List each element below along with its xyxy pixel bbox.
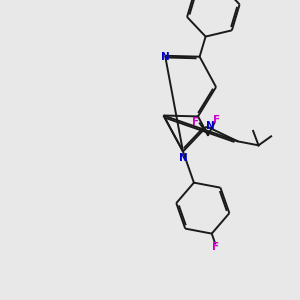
Text: N: N <box>206 122 215 131</box>
Text: N: N <box>178 153 188 163</box>
Text: F: F <box>213 115 220 124</box>
Text: N: N <box>161 52 170 62</box>
Text: F: F <box>192 117 200 127</box>
Text: F: F <box>212 242 219 252</box>
